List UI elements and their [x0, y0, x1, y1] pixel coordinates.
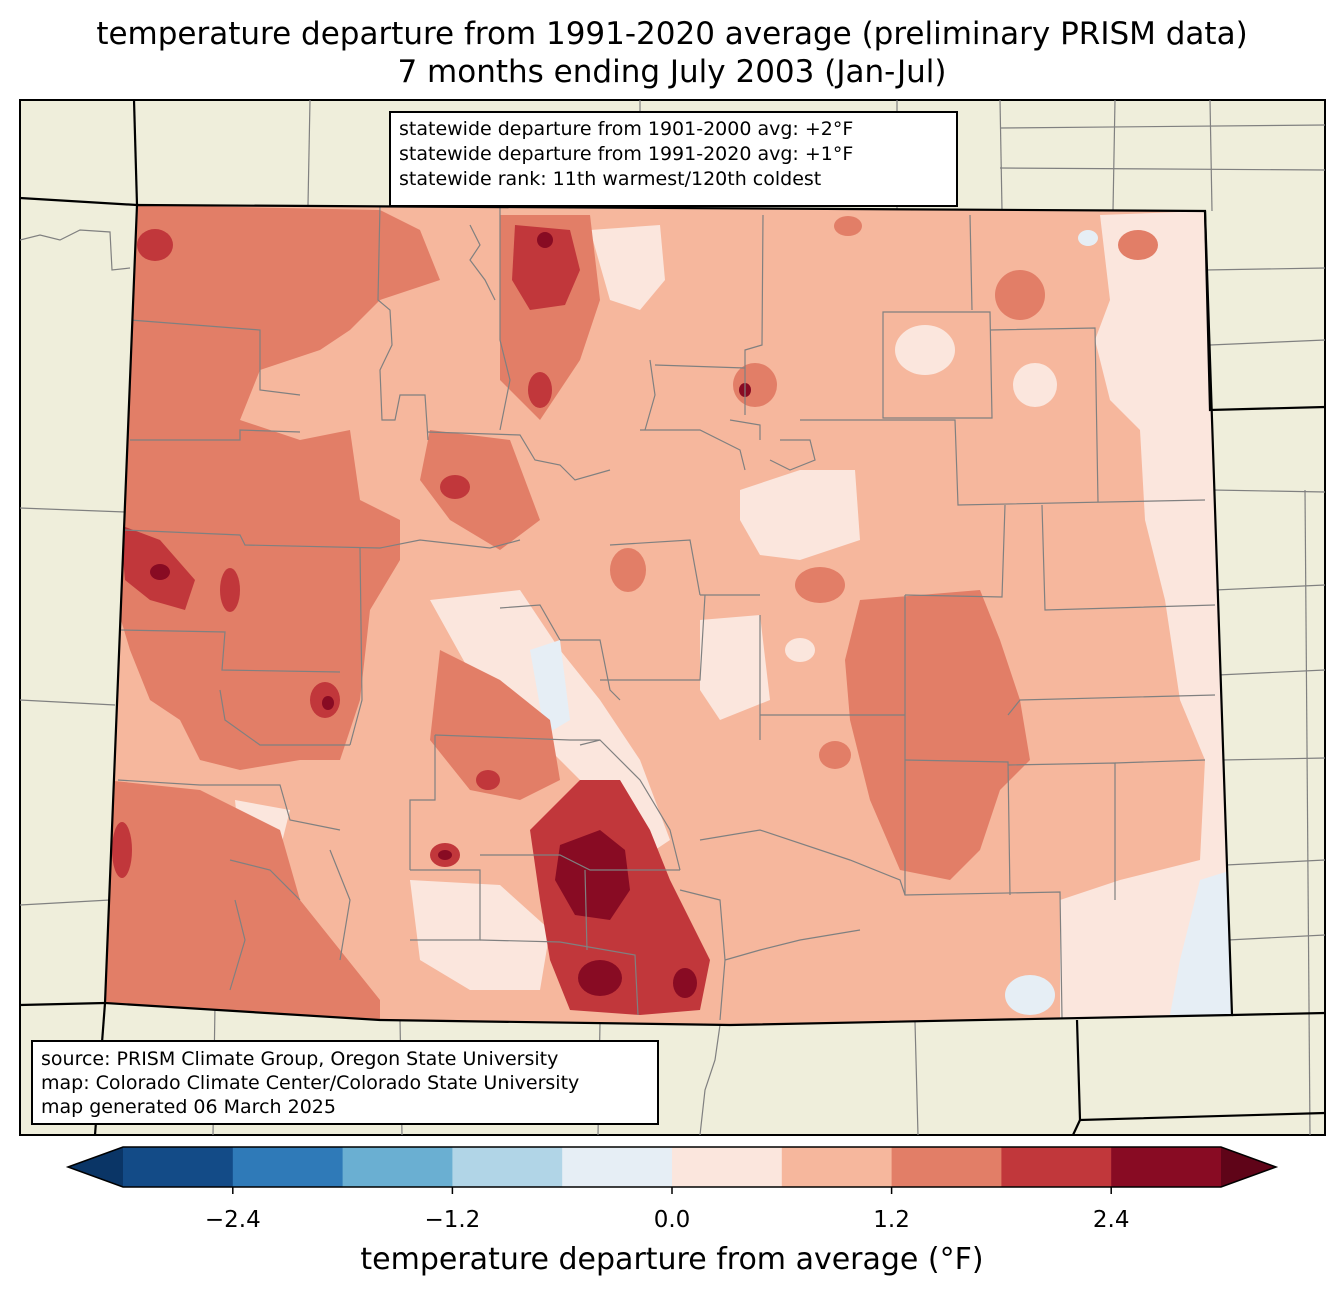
colorbar-tick-label: −1.2 — [424, 1207, 481, 1233]
colorbar-cell — [1111, 1147, 1222, 1187]
stats-line-1991-2020: statewide departure from 1991-2020 avg: … — [399, 143, 854, 165]
colorado-temperature-field — [105, 205, 1232, 1025]
colorbar-cell — [891, 1147, 1002, 1187]
map-credit-line: map: Colorado Climate Center/Colorado St… — [41, 1072, 580, 1094]
statewide-stats-box: statewide departure from 1901-2000 avg: … — [389, 111, 958, 207]
colorbar-cell — [232, 1147, 344, 1187]
stats-line-1901-2000: statewide departure from 1901-2000 avg: … — [399, 118, 854, 140]
colorbar-cell — [342, 1147, 453, 1187]
map-title-line1: temperature departure from 1991-2020 ave… — [96, 16, 1248, 52]
colorbar-cells — [123, 1147, 1222, 1187]
map-title-line2: 7 months ending July 2003 (Jan-Jul) — [397, 54, 947, 90]
colorbar-cell — [1001, 1147, 1112, 1187]
map-area — [19, 99, 1326, 1136]
colorbar-under-arrow — [68, 1147, 123, 1187]
colorbar-cell — [781, 1147, 893, 1187]
colorbar-tick-label: 1.2 — [873, 1207, 910, 1233]
source-line: source: PRISM Climate Group, Oregon Stat… — [41, 1048, 559, 1070]
stats-line-rank: statewide rank: 11th warmest/120th colde… — [399, 168, 822, 190]
colorbar-tick-label: −2.4 — [204, 1207, 261, 1233]
colorbar-cell — [562, 1147, 673, 1187]
colorbar-tick-label: 2.4 — [1092, 1207, 1130, 1233]
colorbar-over-arrow — [1221, 1147, 1276, 1187]
colorbar — [65, 1146, 1279, 1194]
colorado-county-lines — [117, 205, 1216, 1021]
source-credits-box: source: PRISM Climate Group, Oregon Stat… — [31, 1040, 659, 1125]
colorbar-cell — [672, 1147, 783, 1187]
colorbar-outline — [65, 1146, 1279, 1188]
colorbar-ticks — [232, 1187, 1112, 1194]
colorbar-cell — [123, 1147, 234, 1187]
colorbar-label: temperature departure from average (°F) — [360, 1242, 984, 1277]
colorbar-cell — [452, 1147, 563, 1187]
generated-date-line: map generated 06 March 2025 — [41, 1096, 336, 1118]
colorbar-tick-label: 0.0 — [653, 1207, 691, 1233]
